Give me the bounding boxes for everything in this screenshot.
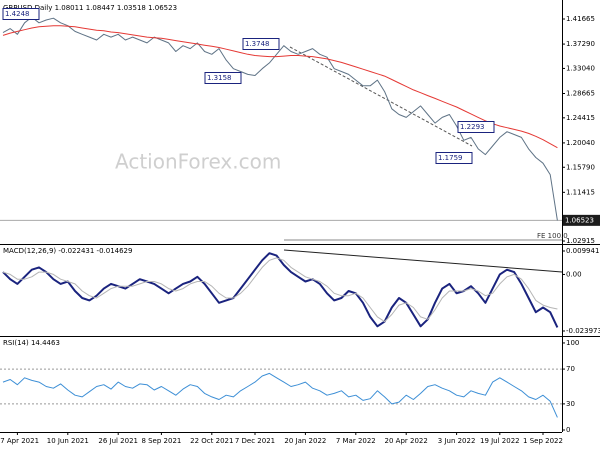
x-tick-label: 3 Jun 2022 — [438, 437, 476, 445]
x-tick-label: 20 Jan 2022 — [284, 437, 326, 445]
y-tick-label: 30 — [566, 400, 575, 408]
annotation: 1.2293 — [460, 123, 485, 131]
annotation: 1.4248 — [5, 10, 30, 18]
x-tick-label: 10 Jun 2021 — [47, 437, 89, 445]
series-line — [2, 257, 558, 323]
macd-trend-line — [283, 249, 563, 273]
current-price-box — [563, 214, 600, 226]
y-tick-label: 0.009941 — [566, 247, 599, 255]
y-tick-label: 70 — [566, 365, 575, 373]
y-tick-label: 1.33040 — [566, 64, 595, 72]
y-tick-label: 1.15790 — [566, 163, 595, 171]
y-tick-label: 1.37290 — [566, 40, 595, 48]
annotation-box — [204, 72, 242, 84]
y-tick-label: 1.28665 — [566, 89, 595, 97]
annotation-box — [435, 152, 473, 164]
x-tick-label: 22 Oct 2021 — [190, 437, 233, 445]
y-tick-label: 0 — [566, 426, 570, 434]
y-tick-label: 1.11415 — [566, 188, 595, 196]
panel-title: GBPUSD,Daily 1.08011 1.08447 1.03518 1.0… — [3, 4, 177, 12]
current-price-label: 1.06523 — [565, 216, 594, 224]
x-tick-label: 7 Mar 2022 — [336, 437, 376, 445]
trend-line — [289, 46, 473, 147]
x-tick-label: 20 Apr 2022 — [385, 437, 428, 445]
watermark: ActionForex.com — [115, 150, 281, 174]
y-tick-label: 1.20040 — [566, 139, 595, 147]
annotation-box — [2, 8, 40, 20]
series-line — [2, 25, 558, 149]
x-tick-label: 1 Sep 2022 — [523, 437, 563, 445]
y-tick-label: 100 — [566, 339, 579, 347]
x-tick-label: 7 Dec 2021 — [235, 437, 275, 445]
series-line — [2, 16, 558, 221]
y-tick-label: 1.02915 — [566, 237, 595, 245]
y-tick-label: 1.24415 — [566, 114, 595, 122]
y-tick-label: 0.00 — [566, 270, 582, 278]
x-tick-label: 19 Jul 2022 — [480, 437, 520, 445]
annotation: 1.3158 — [207, 74, 232, 82]
y-tick-label: 1.41665 — [566, 15, 595, 23]
x-tick-label: 27 Apr 2021 — [0, 437, 39, 445]
series-line — [2, 372, 558, 418]
y-tick-label: -0.023973 — [566, 327, 600, 335]
annotation: 1.1759 — [438, 154, 463, 162]
panel-title: RSI(14) 14.4463 — [3, 339, 60, 347]
annotation: 1.3748 — [245, 40, 270, 48]
x-tick-label: 26 Jul 2021 — [98, 437, 138, 445]
x-tick-label: 8 Sep 2021 — [141, 437, 181, 445]
panel-title: MACD(12,26,9) -0.022431 -0.014629 — [3, 247, 132, 255]
annotation: FE 100.0 — [537, 232, 568, 240]
annotation-box — [242, 38, 280, 50]
annotation-box — [457, 121, 495, 133]
